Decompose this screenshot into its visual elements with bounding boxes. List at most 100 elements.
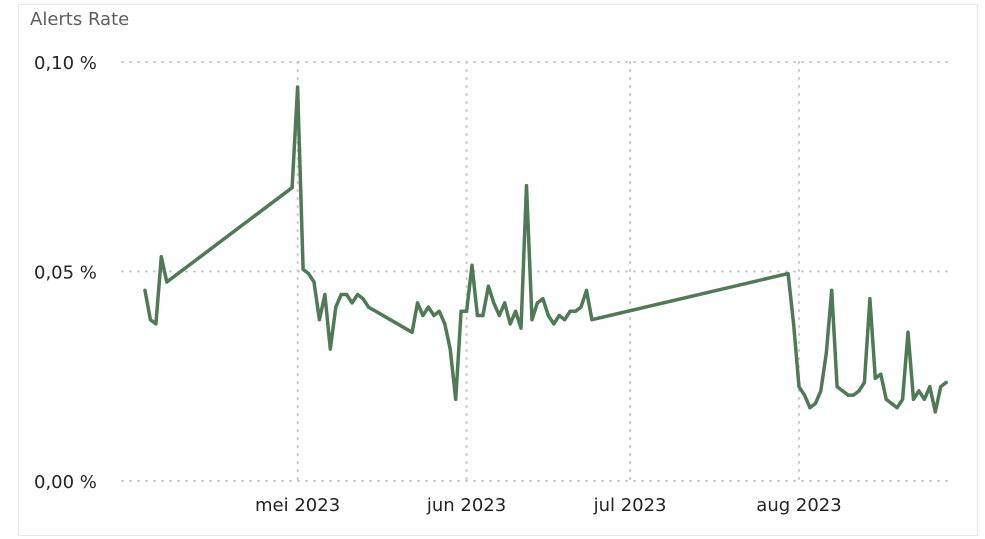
data-point[interactable] [552,322,556,326]
data-point[interactable] [410,330,414,334]
data-point[interactable] [830,288,834,292]
x-tick-label: aug 2023 [756,495,841,516]
data-point[interactable] [535,301,540,305]
data-point[interactable] [317,318,321,322]
data-point[interactable] [454,397,458,401]
data-point[interactable] [862,380,867,385]
data-point[interactable] [890,401,894,406]
x-tick-label: jul 2023 [593,495,667,516]
data-point[interactable] [939,385,943,389]
data-point[interactable] [895,406,899,410]
data-point[interactable] [328,347,332,351]
data-point[interactable] [786,272,790,276]
data-point[interactable] [901,397,905,401]
data-point[interactable] [361,297,365,301]
series-group [143,85,948,414]
data-point[interactable] [334,305,338,309]
data-point[interactable] [339,292,343,297]
data-point[interactable] [301,267,305,271]
data-point[interactable] [808,406,812,410]
data-point[interactable] [584,288,589,292]
data-point[interactable] [819,389,823,393]
data-point[interactable] [312,280,316,284]
data-point[interactable] [868,297,872,301]
y-tick-label: 0,00 % [34,472,97,493]
data-point[interactable] [835,385,839,389]
data-point[interactable] [519,326,523,330]
data-point[interactable] [437,309,441,313]
data-point[interactable] [911,397,916,401]
data-point[interactable] [568,309,572,313]
data-point[interactable] [514,309,518,313]
data-point[interactable] [590,318,594,322]
data-point[interactable] [792,322,796,326]
data-point[interactable] [508,322,512,326]
data-point[interactable] [165,280,169,284]
data-point[interactable] [557,313,561,318]
data-point[interactable] [345,292,349,297]
data-point[interactable] [497,313,501,318]
y-tick-label: 0,10 % [34,53,97,74]
chart-title: Alerts Rate [30,9,130,30]
data-point[interactable] [846,393,850,397]
data-point[interactable] [481,313,485,318]
data-point[interactable] [524,184,529,188]
horizontal-gridlines [121,61,951,482]
data-point[interactable] [421,313,425,318]
data-point[interactable] [917,389,921,393]
data-point[interactable] [350,301,354,305]
data-point[interactable] [797,385,801,389]
data-point[interactable] [546,313,550,318]
data-point[interactable] [448,347,452,351]
x-tick-label: mei 2023 [255,495,340,516]
data-point[interactable] [573,309,578,313]
data-point[interactable] [143,288,147,292]
data-point[interactable] [884,397,888,401]
data-point[interactable] [475,313,479,318]
data-point[interactable] [366,305,371,309]
data-point[interactable] [443,322,447,326]
data-point[interactable] [154,322,158,326]
data-point[interactable] [802,393,807,397]
data-point[interactable] [944,380,948,385]
data-point[interactable] [426,305,430,309]
data-point[interactable] [356,292,360,297]
data-point[interactable] [323,292,327,297]
x-tick-label: jun 2023 [426,495,506,516]
data-point[interactable] [873,376,877,380]
data-point[interactable] [579,305,583,309]
data-point[interactable] [296,85,300,89]
data-point[interactable] [857,389,861,393]
data-point[interactable] [541,297,545,301]
data-point[interactable] [879,372,883,376]
data-point[interactable] [465,309,469,313]
chart-frame [18,4,978,536]
data-point[interactable] [922,397,927,401]
data-point[interactable] [306,272,311,276]
data-point[interactable] [459,309,463,313]
data-point[interactable] [906,330,910,334]
series-line [143,85,948,414]
x-axis-ticks: mei 2023 jun 2023 jul 2023 aug 2023 [255,495,842,516]
data-point[interactable] [159,255,163,259]
data-point[interactable] [851,393,856,397]
data-point[interactable] [486,284,490,288]
data-point[interactable] [470,263,474,267]
data-point[interactable] [415,301,420,305]
data-point[interactable] [492,301,496,305]
y-tick-label: 0,05 % [34,263,97,284]
data-point[interactable] [148,318,152,322]
data-point[interactable] [813,401,818,406]
data-point[interactable] [928,385,932,389]
data-point[interactable] [503,301,507,305]
data-point[interactable] [933,410,937,414]
data-point[interactable] [290,186,294,190]
data-point[interactable] [432,313,436,318]
vertical-gridlines [296,61,800,482]
y-axis-ticks: 0,00 % 0,05 % 0,10 % [34,53,97,493]
data-point[interactable] [563,318,567,322]
data-point[interactable] [841,389,845,393]
data-point[interactable] [530,318,534,322]
data-point[interactable] [824,351,828,355]
